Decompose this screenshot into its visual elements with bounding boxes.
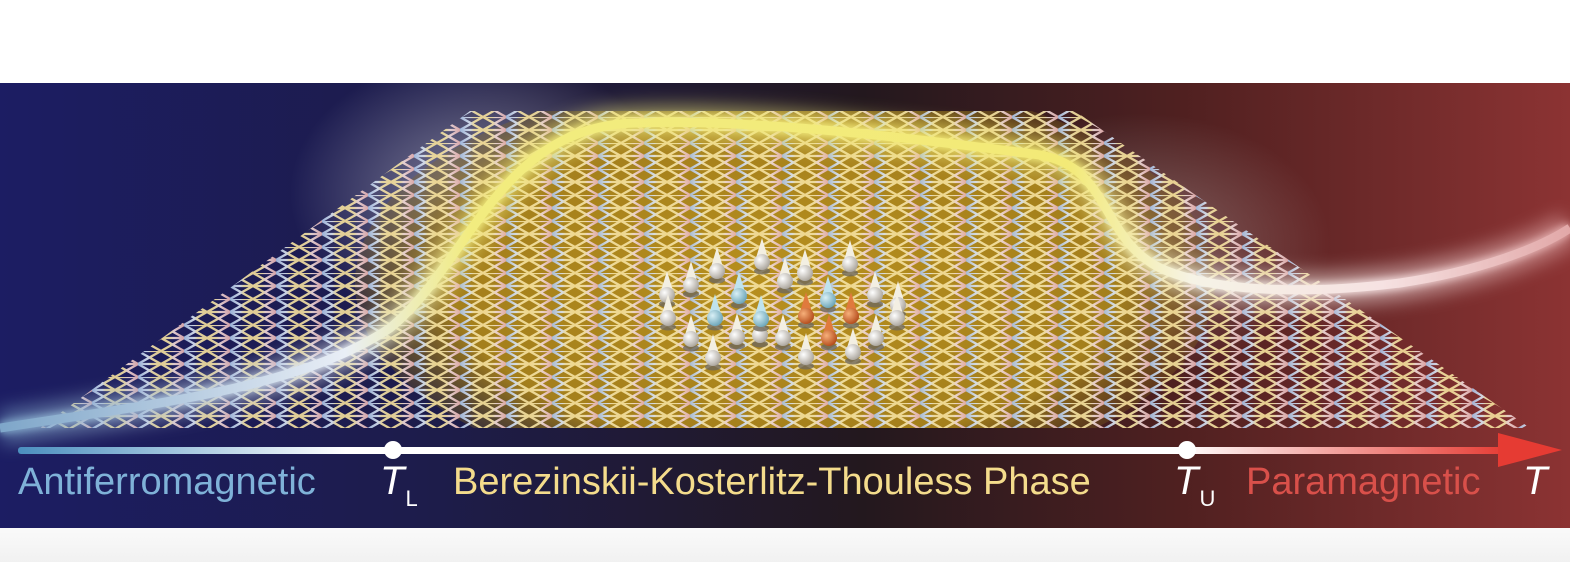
spin-orange (821, 314, 837, 351)
temperature-axis-line (18, 447, 1508, 454)
spin-neutral (660, 294, 676, 331)
spin-blue (731, 272, 747, 309)
antiferromagnetic-label: Antiferromagnetic (18, 461, 316, 503)
upper-transition-marker (1178, 441, 1196, 459)
spin-neutral (683, 261, 699, 298)
spin-neutral (705, 334, 721, 371)
temperature-axis-arrowhead (1498, 433, 1562, 467)
spin-blue (820, 276, 836, 313)
phase-diagram-graphic (0, 83, 1570, 528)
spin-orange (798, 292, 814, 329)
spin-neutral (777, 257, 793, 294)
lower-transition-label: TL (380, 459, 418, 510)
upper-transition-symbol: T (1174, 459, 1199, 503)
top-margin (0, 0, 1570, 83)
order-parameter-curve (0, 105, 1570, 445)
temperature-axis-label: T (1523, 459, 1548, 503)
spin-orange (843, 292, 859, 329)
paramagnetic-label: Paramagnetic (1246, 461, 1481, 503)
spin-neutral (868, 314, 884, 351)
upper-transition-subscript: U (1199, 486, 1216, 511)
spin-neutral (683, 315, 699, 352)
spin-neutral (729, 313, 745, 350)
spin-neutral (842, 240, 858, 277)
spin-neutral (775, 314, 791, 351)
bkt-phase-label: Berezinskii-Kosterlitz-Thouless Phase (453, 461, 1091, 503)
upper-transition-label: TU (1174, 459, 1215, 510)
spin-neutral (889, 294, 905, 331)
spin-neutral (797, 249, 813, 286)
spin-blue (707, 294, 723, 331)
spin-blue (753, 295, 769, 332)
spin-neutral (845, 328, 861, 365)
spin-neutral (709, 247, 725, 284)
temperature-axis (18, 433, 1562, 467)
lower-transition-symbol: T (380, 459, 405, 503)
spin-neutral (798, 333, 814, 370)
spin-neutral (754, 238, 770, 275)
lower-transition-subscript: L (405, 486, 418, 511)
spin-neutral (867, 271, 883, 308)
lower-transition-marker (384, 441, 402, 459)
spin-cluster (659, 238, 906, 371)
phase-diagram-panel: Antiferromagnetic TL Berezinskii-Kosterl… (0, 83, 1570, 528)
bottom-margin (0, 528, 1570, 562)
